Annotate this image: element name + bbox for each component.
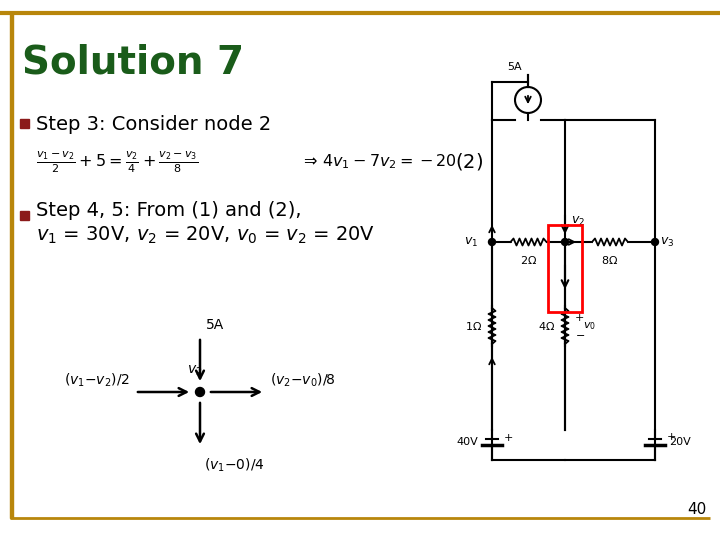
Text: Step 4, 5: From (1) and (2),: Step 4, 5: From (1) and (2), [36,200,302,219]
Text: $v_1$: $v_1$ [464,235,478,248]
Text: $4\Omega$: $4\Omega$ [538,320,555,332]
Bar [10,13,13,518]
Text: $2\Omega$: $2\Omega$ [520,254,537,266]
Text: $(2)$: $(2)$ [455,152,483,172]
Text: $v_2$: $v_2$ [571,215,585,228]
Text: +: + [667,432,676,442]
Text: 5A: 5A [206,318,224,332]
Text: $v_2$: $v_2$ [187,363,203,378]
Bar [20,211,29,220]
Text: 40V: 40V [456,437,478,447]
Bar [20,119,29,128]
Text: $1\Omega$: $1\Omega$ [465,320,482,332]
Text: 40: 40 [687,503,706,517]
Text: $v_1$ = 30V, $v_2$ = 20V, $v_0$ = $v_2$ = 20V: $v_1$ = 30V, $v_2$ = 20V, $v_0$ = $v_2$ … [36,224,375,246]
Text: +: + [575,313,585,323]
Text: $v_3$: $v_3$ [660,235,674,248]
Text: $(v_1\mathsf{-}v_2)/2$: $(v_1\mathsf{-}v_2)/2$ [64,372,130,389]
Text: $8\Omega$: $8\Omega$ [601,254,618,266]
Text: 20V: 20V [669,437,690,447]
Text: $\frac{v_1 - v_2}{2} + 5 = \frac{v_2}{4} + \frac{v_2 - v_3}{8}$: $\frac{v_1 - v_2}{2} + 5 = \frac{v_2}{4}… [36,149,198,175]
Text: $(v_2\mathsf{-}v_0)/8$: $(v_2\mathsf{-}v_0)/8$ [270,372,336,389]
Circle shape [652,239,659,246]
Circle shape [196,388,204,396]
Text: $-$: $-$ [575,329,585,339]
Circle shape [562,239,569,246]
Text: $v_0$: $v_0$ [583,320,596,332]
Text: $\Rightarrow\, 4v_1 - 7v_2 = -20$: $\Rightarrow\, 4v_1 - 7v_2 = -20$ [300,153,456,171]
Text: 5A: 5A [507,62,521,72]
Bar [548,225,582,312]
Text: $(v_1\mathsf{-}0)/4$: $(v_1\mathsf{-}0)/4$ [204,457,265,475]
Text: +: + [504,433,513,443]
Text: Solution 7: Solution 7 [22,43,244,81]
Text: Step 3: Consider node 2: Step 3: Consider node 2 [36,114,271,133]
Circle shape [488,239,495,246]
